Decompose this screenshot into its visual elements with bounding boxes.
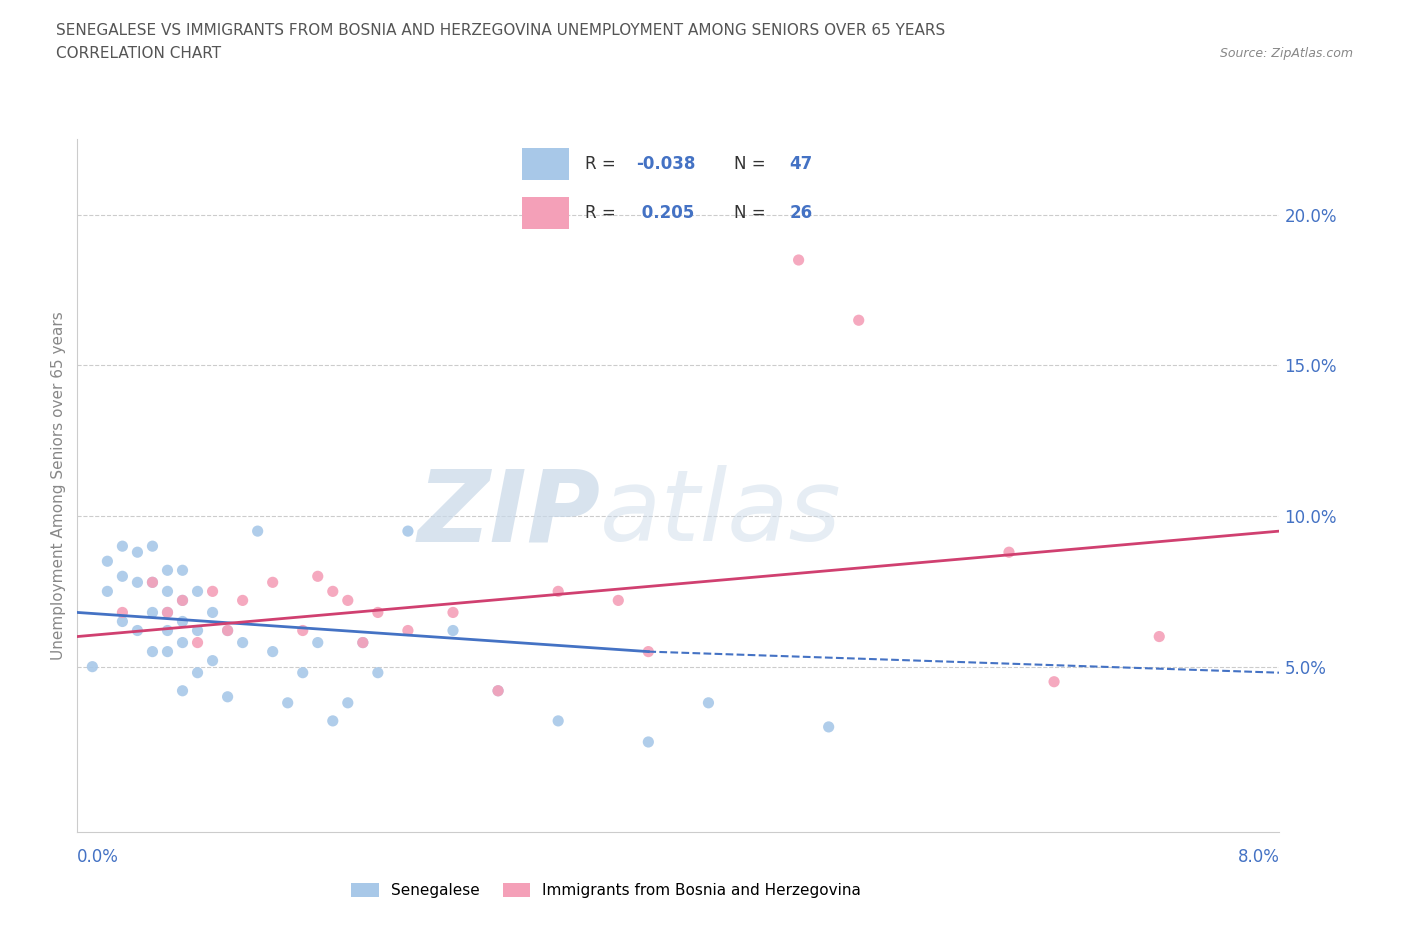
Point bbox=[441, 605, 464, 620]
Point bbox=[307, 569, 329, 584]
Point bbox=[441, 623, 464, 638]
Point bbox=[367, 605, 389, 620]
Point bbox=[217, 689, 239, 704]
Point bbox=[187, 584, 209, 599]
Point bbox=[607, 593, 630, 608]
Point bbox=[1043, 674, 1066, 689]
Point bbox=[262, 644, 284, 659]
Point bbox=[187, 665, 209, 680]
Y-axis label: Unemployment Among Seniors over 65 years: Unemployment Among Seniors over 65 years bbox=[51, 312, 66, 660]
Point bbox=[322, 584, 344, 599]
Point bbox=[111, 538, 134, 553]
Bar bbox=[522, 197, 569, 229]
Point bbox=[1149, 629, 1171, 644]
Point bbox=[141, 575, 163, 590]
Point bbox=[262, 575, 284, 590]
Text: 47: 47 bbox=[790, 154, 813, 173]
Point bbox=[127, 575, 149, 590]
Point bbox=[127, 545, 149, 560]
Text: 0.205: 0.205 bbox=[636, 204, 695, 222]
Text: N =: N = bbox=[734, 204, 772, 222]
Point bbox=[82, 659, 104, 674]
Text: ZIP: ZIP bbox=[418, 465, 600, 562]
Point bbox=[817, 720, 839, 735]
Point bbox=[336, 593, 359, 608]
Point bbox=[172, 593, 194, 608]
Point bbox=[187, 623, 209, 638]
Point bbox=[352, 635, 374, 650]
Point bbox=[172, 614, 194, 629]
Text: CORRELATION CHART: CORRELATION CHART bbox=[56, 46, 221, 61]
Point bbox=[111, 614, 134, 629]
Text: R =: R = bbox=[585, 154, 621, 173]
Point bbox=[787, 253, 810, 268]
Point bbox=[336, 696, 359, 711]
Point bbox=[156, 644, 179, 659]
Point bbox=[277, 696, 299, 711]
Point bbox=[486, 684, 509, 698]
Point bbox=[172, 635, 194, 650]
Point bbox=[201, 584, 224, 599]
Text: atlas: atlas bbox=[600, 465, 842, 562]
Point bbox=[697, 696, 720, 711]
Point bbox=[141, 605, 163, 620]
Bar bbox=[522, 148, 569, 179]
Point bbox=[637, 644, 659, 659]
Text: SENEGALESE VS IMMIGRANTS FROM BOSNIA AND HERZEGOVINA UNEMPLOYMENT AMONG SENIORS : SENEGALESE VS IMMIGRANTS FROM BOSNIA AND… bbox=[56, 23, 945, 38]
Text: -0.038: -0.038 bbox=[636, 154, 696, 173]
Point bbox=[141, 538, 163, 553]
Point bbox=[217, 623, 239, 638]
Point bbox=[201, 605, 224, 620]
Text: Source: ZipAtlas.com: Source: ZipAtlas.com bbox=[1219, 46, 1353, 60]
Point bbox=[637, 735, 659, 750]
Text: 26: 26 bbox=[790, 204, 813, 222]
Point bbox=[201, 653, 224, 668]
Text: R =: R = bbox=[585, 204, 626, 222]
Point bbox=[367, 665, 389, 680]
Point bbox=[291, 665, 314, 680]
Point bbox=[156, 605, 179, 620]
Point bbox=[172, 593, 194, 608]
Point bbox=[141, 575, 163, 590]
Point bbox=[156, 623, 179, 638]
Point bbox=[291, 623, 314, 638]
Text: 0.0%: 0.0% bbox=[77, 848, 120, 866]
Point bbox=[96, 553, 118, 568]
Point bbox=[232, 593, 254, 608]
Point bbox=[352, 635, 374, 650]
Point bbox=[547, 713, 569, 728]
Point bbox=[127, 623, 149, 638]
Point bbox=[322, 713, 344, 728]
Point bbox=[217, 623, 239, 638]
Point bbox=[187, 635, 209, 650]
Text: N =: N = bbox=[734, 154, 772, 173]
Point bbox=[111, 569, 134, 584]
Point bbox=[547, 584, 569, 599]
Point bbox=[156, 563, 179, 578]
Point bbox=[998, 545, 1021, 560]
Point bbox=[96, 584, 118, 599]
Point bbox=[848, 312, 870, 327]
Point bbox=[396, 524, 419, 538]
Text: 8.0%: 8.0% bbox=[1237, 848, 1279, 866]
Point bbox=[111, 605, 134, 620]
Point bbox=[156, 605, 179, 620]
Legend: Senegalese, Immigrants from Bosnia and Herzegovina: Senegalese, Immigrants from Bosnia and H… bbox=[344, 877, 868, 904]
Point bbox=[307, 635, 329, 650]
Point bbox=[232, 635, 254, 650]
Point bbox=[486, 684, 509, 698]
Point bbox=[141, 644, 163, 659]
Point bbox=[172, 684, 194, 698]
Point bbox=[396, 623, 419, 638]
Point bbox=[246, 524, 269, 538]
Point bbox=[156, 584, 179, 599]
Point bbox=[172, 563, 194, 578]
